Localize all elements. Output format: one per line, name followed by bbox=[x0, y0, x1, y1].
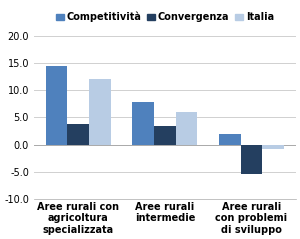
Bar bbox=[89, 79, 111, 145]
Bar bbox=[176, 112, 197, 145]
Legend: Competitività, Convergenza, Italia: Competitività, Convergenza, Italia bbox=[52, 8, 278, 26]
Bar bbox=[154, 125, 176, 145]
Bar bbox=[241, 145, 262, 174]
Bar bbox=[46, 66, 68, 145]
Bar bbox=[68, 124, 89, 145]
Bar bbox=[262, 145, 284, 149]
Bar bbox=[219, 134, 241, 145]
Bar bbox=[132, 102, 154, 145]
